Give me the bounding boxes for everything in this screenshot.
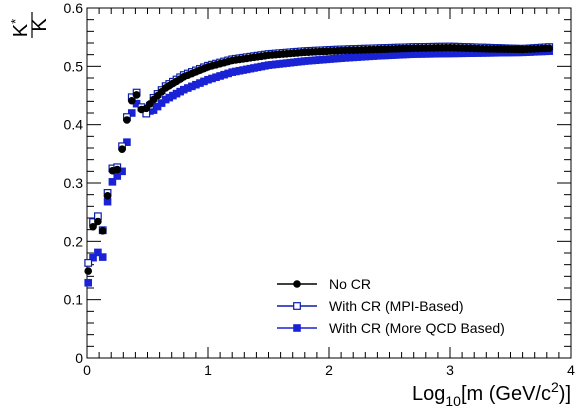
data-point [94,248,102,257]
x-tick-label: 2 [325,362,333,378]
legend-entry: No CR [277,276,371,292]
data-point [123,116,131,124]
data-point [84,278,93,287]
y-tick-label: 0.6 [64,0,84,16]
x-tick-label: 0 [83,362,91,378]
y-axis-title: K* K [8,12,51,38]
data-series [84,42,554,287]
axis-ticks [86,7,572,359]
data-point [89,222,97,231]
legend-marker [293,280,301,288]
data-point [103,192,112,200]
y-tick-label: 0.2 [64,233,84,249]
x-tick-label: 4 [567,362,575,378]
data-point [545,44,554,53]
data-point [84,267,93,275]
y-tick-label: 0.3 [64,175,84,191]
data-point [108,178,117,186]
x-axis-title: Log10[m (GeV/c2)] [412,379,571,409]
data-point [98,227,107,235]
data-point [127,109,136,117]
legend-label: No CR [329,276,371,292]
y-axis-title-numerator: K* [8,19,32,37]
data-point [94,217,102,226]
legend-label: With CR (MPI-Based) [329,298,464,314]
y-tick-label: 0.5 [64,58,84,74]
legend-label: With CR (More QCD Based) [329,320,505,336]
y-tick-label: 0.1 [64,292,84,308]
legend-entry: With CR (MPI-Based) [277,298,464,314]
legend-marker [293,302,301,310]
data-point [127,96,136,105]
data-point [89,253,97,262]
axis-tick-labels: 0 1 2 3 4 0 0.1 0.2 0.3 0.4 0.5 0.6 [64,0,576,378]
legend-marker [293,324,301,332]
y-tick-label: 0 [75,350,83,366]
data-point [113,165,122,174]
data-point [123,138,131,146]
data-point [84,259,93,267]
legend: No CR With CR (MPI-Based) With CR (More QC… [277,276,505,336]
data-point [132,91,141,99]
series-no-cr [84,43,554,275]
x-tick-label: 3 [446,362,454,378]
y-axis-title-denominator: K [29,18,51,32]
x-tick-label: 1 [204,362,212,378]
y-tick-label: 0.4 [64,117,84,133]
data-point [98,253,107,261]
legend-entry: With CR (More QCD Based) [277,320,505,336]
data-point [118,145,126,153]
